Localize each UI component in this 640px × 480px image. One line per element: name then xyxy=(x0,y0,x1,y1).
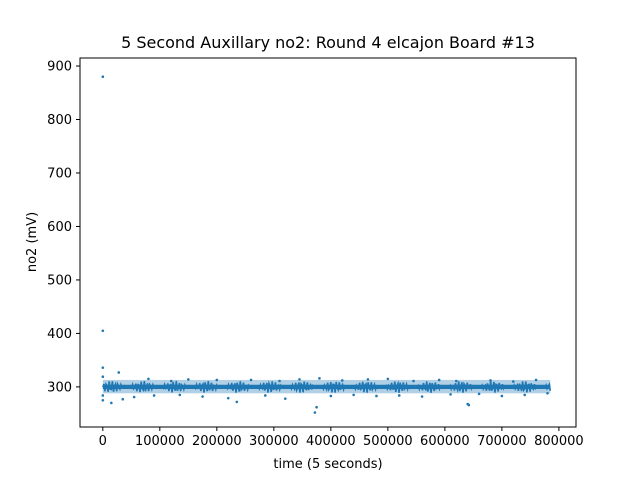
data-point xyxy=(226,396,230,400)
data-point xyxy=(249,378,253,382)
data-point xyxy=(352,393,355,397)
y-axis-label: no2 (mV) xyxy=(25,212,40,272)
data-point xyxy=(110,401,113,405)
data-point xyxy=(263,394,267,397)
data-point xyxy=(313,411,317,414)
data-point xyxy=(298,378,301,381)
y-tick-label: 300 xyxy=(47,380,72,395)
x-tick-label: 600000 xyxy=(420,434,470,449)
y-tick-label: 900 xyxy=(47,60,72,75)
y-tick-label: 400 xyxy=(47,327,72,342)
data-point xyxy=(132,395,136,399)
data-point xyxy=(101,366,105,369)
y-tick-label: 500 xyxy=(47,273,72,288)
data-point xyxy=(375,394,378,398)
y-tick-label: 700 xyxy=(47,166,72,181)
data-point xyxy=(467,403,471,407)
x-axis-label: time (5 seconds) xyxy=(273,457,382,472)
chart-title: 5 Second Auxillary no2: Round 4 elcajon … xyxy=(121,33,535,52)
x-tick-label: 700000 xyxy=(477,434,527,449)
x-tick-label: 400000 xyxy=(306,434,356,449)
data-core xyxy=(102,384,551,390)
data-point xyxy=(117,371,121,374)
data-point xyxy=(437,378,441,382)
data-point xyxy=(283,397,287,400)
data-point xyxy=(366,378,370,381)
data-point xyxy=(386,377,390,381)
x-tick-label: 800000 xyxy=(534,434,584,449)
data-point xyxy=(329,394,333,398)
data-point xyxy=(278,379,281,383)
data-point xyxy=(420,395,424,398)
x-tick-label: 0 xyxy=(99,434,107,449)
data-point xyxy=(101,398,105,402)
y-tick-label: 600 xyxy=(47,220,72,235)
axes-frame xyxy=(79,57,577,428)
plot-area xyxy=(101,75,552,414)
data-point xyxy=(187,378,190,381)
x-tick-label: 200000 xyxy=(192,434,242,449)
data-point xyxy=(500,394,504,398)
data-point xyxy=(397,394,401,397)
y-tick-label: 800 xyxy=(47,113,72,128)
data-point xyxy=(178,393,182,397)
data-point xyxy=(101,394,105,397)
axes-ticks: 0 100000 200000 300000 400000 500000 600000 700… xyxy=(47,60,584,449)
data-point xyxy=(546,392,549,395)
data-point xyxy=(147,377,150,381)
x-tick-label: 500000 xyxy=(363,434,413,449)
data-point xyxy=(477,392,481,396)
data-point xyxy=(454,379,458,383)
data-point xyxy=(101,329,105,333)
data-point xyxy=(152,394,156,397)
data-point xyxy=(318,377,321,380)
data-point xyxy=(412,379,415,383)
data-point xyxy=(511,380,515,383)
data-point xyxy=(121,397,125,401)
data-point xyxy=(215,378,219,382)
data-point xyxy=(449,393,452,396)
data-point xyxy=(201,395,204,398)
data-point xyxy=(489,379,492,382)
x-tick-label: 100000 xyxy=(135,434,185,449)
data-point xyxy=(169,379,173,383)
data-point xyxy=(340,379,344,382)
data-point xyxy=(534,378,538,382)
data-point xyxy=(315,405,318,409)
data-point xyxy=(101,75,105,79)
x-tick-label: 300000 xyxy=(249,434,299,449)
data-point xyxy=(101,375,105,379)
data-point xyxy=(523,393,526,397)
data-point xyxy=(235,400,239,404)
